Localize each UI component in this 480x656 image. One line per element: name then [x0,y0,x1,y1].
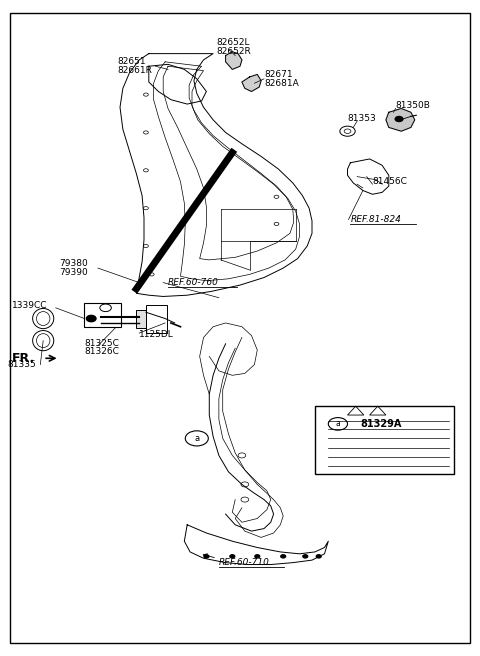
Polygon shape [242,74,261,91]
Text: 1125DL: 1125DL [139,330,174,338]
Bar [315,406,454,474]
Circle shape [316,555,321,558]
Circle shape [204,555,209,558]
Text: REF.81-824: REF.81-824 [350,215,401,224]
Circle shape [230,555,235,558]
Circle shape [86,316,96,321]
Text: REF.60-710: REF.60-710 [219,558,270,567]
Text: a: a [336,419,340,428]
Circle shape [303,555,308,558]
Text: REF.60-760: REF.60-760 [168,278,219,287]
Bar [136,310,146,328]
Text: 81456C: 81456C [372,177,408,186]
Circle shape [255,555,260,558]
Circle shape [281,555,286,558]
Circle shape [395,117,403,121]
Text: 82681A: 82681A [264,79,299,88]
Text: 81326C: 81326C [84,348,120,356]
Text: 82651: 82651 [117,57,146,66]
Text: FR.: FR. [12,352,35,365]
Text: 82652R: 82652R [216,47,251,56]
Text: 82671: 82671 [264,70,293,79]
Text: 82652L: 82652L [216,39,250,47]
Text: 81350B: 81350B [396,102,431,110]
Text: 81329A: 81329A [360,419,401,429]
Text: 79390: 79390 [60,268,88,277]
Polygon shape [226,52,242,70]
Text: 81325C: 81325C [84,339,120,348]
Text: 1339CC: 1339CC [12,301,47,310]
Text: a: a [194,434,199,443]
Text: 81353: 81353 [348,114,376,123]
Polygon shape [386,108,415,131]
Bar [84,303,121,327]
Bar [146,304,167,333]
Text: 81335: 81335 [8,360,36,369]
Text: 82661R: 82661R [117,66,152,75]
Text: 79380: 79380 [60,259,88,268]
Text: 81329A: 81329A [360,419,397,429]
